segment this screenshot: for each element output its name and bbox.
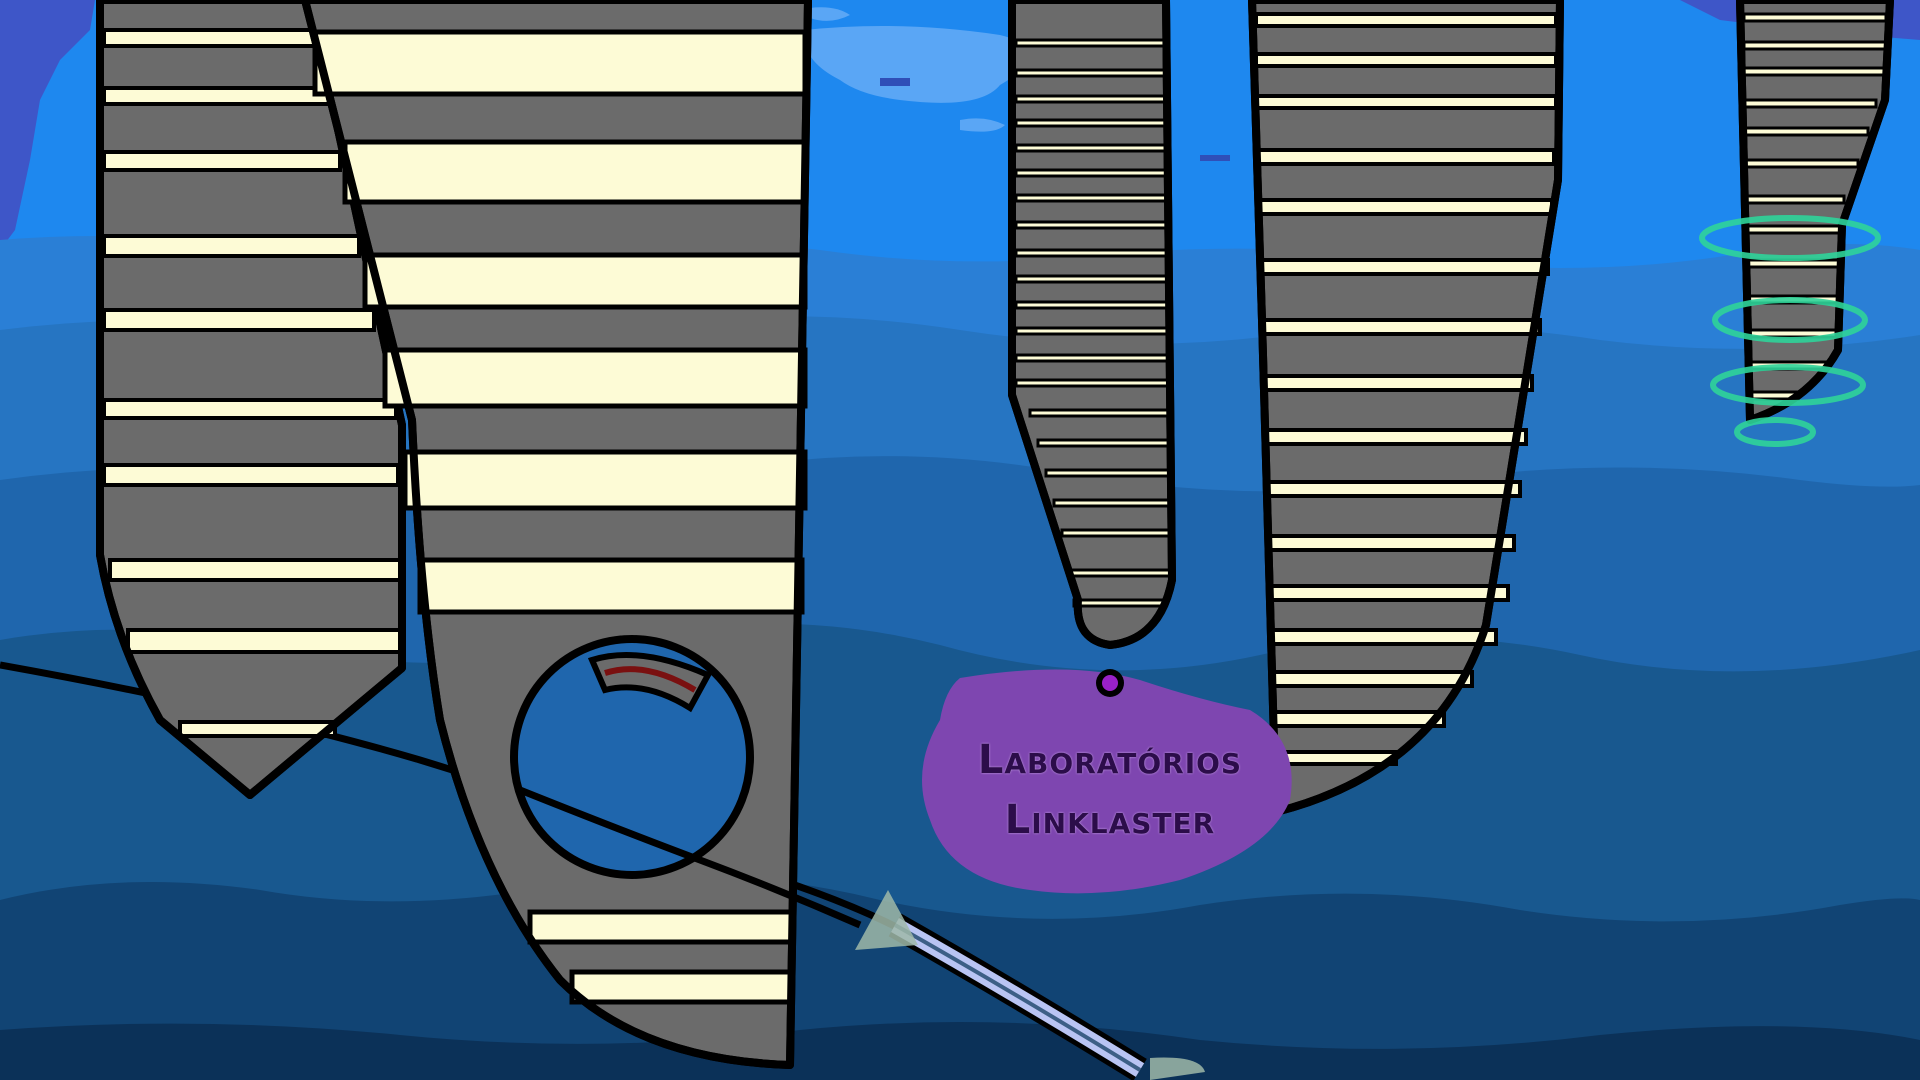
tower-right (1248, 0, 1564, 816)
cloud (810, 7, 850, 21)
cable (518, 786, 862, 929)
portal-rings-icon (1699, 215, 1881, 447)
tower-left (96, 0, 406, 799)
bird (880, 78, 910, 86)
purple-node-icon[interactable] (1096, 669, 1124, 697)
left-rock (0, 0, 95, 250)
laser-beam-device (855, 890, 1205, 1080)
cloud (960, 118, 1005, 132)
tower-middle (1008, 0, 1176, 649)
location-sign-line1: Laboratórios (977, 737, 1243, 783)
water-layer (0, 1022, 1920, 1080)
cloud (804, 26, 1030, 103)
tower-gauge (301, 0, 812, 1069)
location-sign-label: Laboratórios Linklaster (930, 730, 1290, 850)
location-sign-line2: Linklaster (1004, 797, 1216, 843)
gauge-ring-icon (510, 635, 754, 879)
tower-portal (1699, 0, 1894, 447)
bird (1200, 155, 1230, 161)
water-layer (0, 875, 1920, 1080)
location-sign (922, 669, 1292, 894)
